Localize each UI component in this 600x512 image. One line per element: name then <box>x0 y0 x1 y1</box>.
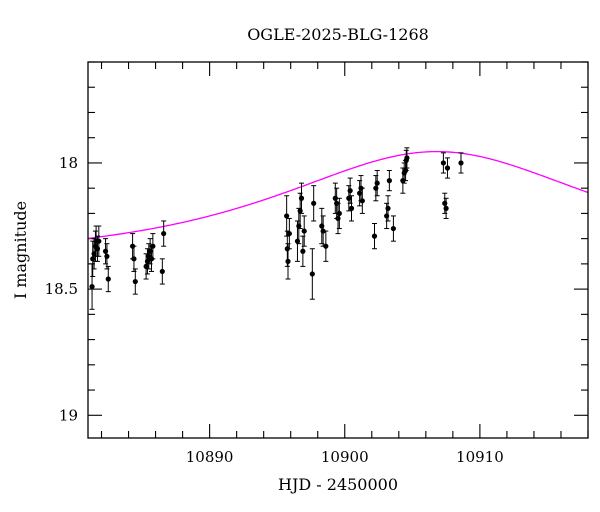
data-point <box>311 185 317 222</box>
data-point <box>403 149 409 172</box>
point-marker <box>371 233 378 239</box>
data-point <box>104 243 110 270</box>
x-tick-label: 10910 <box>456 448 504 466</box>
data-point <box>105 265 111 293</box>
x-tick-label: 10900 <box>321 448 369 466</box>
point-marker <box>386 178 392 184</box>
point-marker <box>284 213 290 219</box>
point-marker <box>458 160 464 166</box>
data-point <box>150 233 156 260</box>
point-marker <box>96 238 102 244</box>
point-marker <box>104 253 110 259</box>
x-axis-label: HJD - 2450000 <box>278 475 398 494</box>
point-marker <box>285 258 291 264</box>
point-marker <box>444 165 451 171</box>
point-marker <box>390 225 397 232</box>
data-point <box>348 195 355 222</box>
data-point <box>458 152 464 174</box>
point-marker <box>336 210 342 217</box>
data-point <box>161 220 167 247</box>
point-marker <box>150 243 156 249</box>
data-point <box>347 177 353 204</box>
y-axis-label: I magnitude <box>11 201 30 299</box>
data-point <box>131 245 137 272</box>
data-point <box>96 225 102 257</box>
data-point <box>359 187 365 214</box>
data-point <box>440 152 447 174</box>
model-curve-group <box>87 150 589 240</box>
point-marker <box>89 283 95 290</box>
point-marker <box>443 205 449 211</box>
point-marker <box>374 180 380 186</box>
plot-frame <box>87 61 589 439</box>
x-tick-label: 10890 <box>186 448 234 466</box>
point-marker <box>404 155 410 161</box>
data-point <box>371 223 378 250</box>
point-marker <box>286 230 292 237</box>
x-tick-labels: 10890 10900 10910 <box>186 448 504 466</box>
data-point <box>89 263 95 310</box>
y-tick-label: 18 <box>59 154 78 172</box>
point-marker <box>311 200 317 206</box>
data-point <box>336 197 342 230</box>
data-point <box>300 235 306 267</box>
data-point <box>320 215 326 247</box>
data-point <box>301 215 307 247</box>
data-point <box>132 268 138 295</box>
y-tick-labels: 18 18.5 19 <box>45 154 78 424</box>
point-marker <box>132 278 138 285</box>
point-marker <box>105 276 111 282</box>
chart-title: OGLE-2025-BLG-1268 <box>247 25 429 44</box>
point-marker <box>301 228 307 234</box>
axis-ticks <box>88 61 589 438</box>
point-marker <box>347 188 353 194</box>
data-point <box>444 157 451 179</box>
data-point <box>374 170 380 197</box>
data-point <box>159 258 165 285</box>
data-point <box>404 147 410 169</box>
data-point <box>443 197 449 219</box>
point-marker <box>348 205 355 211</box>
point-marker <box>161 230 167 237</box>
point-marker <box>298 195 305 201</box>
data-point <box>286 217 292 250</box>
data-point <box>386 170 392 192</box>
point-marker <box>359 198 365 204</box>
y-tick-label: 19 <box>59 406 78 424</box>
point-marker <box>159 268 165 275</box>
point-marker <box>309 271 315 277</box>
data-point <box>298 182 305 214</box>
y-tick-label: 18.5 <box>45 280 78 298</box>
point-marker <box>300 248 306 254</box>
point-marker <box>440 160 447 166</box>
point-marker <box>131 256 137 262</box>
point-marker <box>320 228 326 234</box>
data-point <box>309 248 315 300</box>
data-point <box>284 195 290 237</box>
data-point <box>390 215 397 242</box>
point-marker <box>385 205 391 211</box>
data-point <box>385 195 391 222</box>
model-curve <box>87 150 589 240</box>
data-points-group <box>89 147 464 310</box>
point-marker <box>323 243 329 249</box>
data-point <box>323 230 329 262</box>
